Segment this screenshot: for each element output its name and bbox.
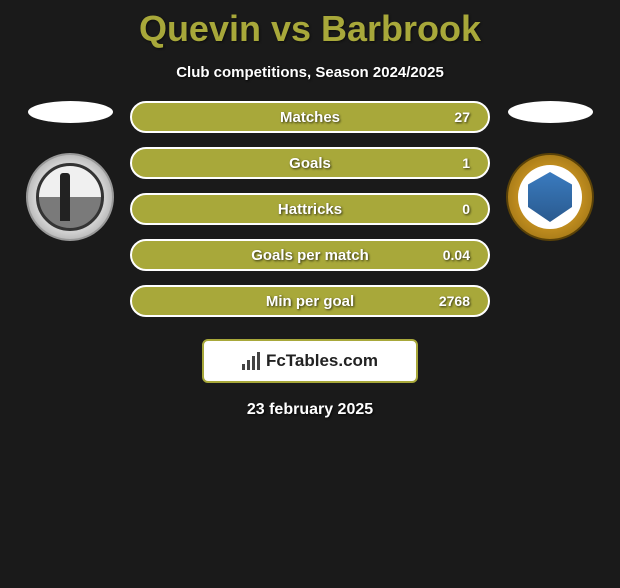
stats-list: Matches 27 Goals 1 Hattricks 0 Goals per…	[130, 101, 490, 317]
stat-value: 0.04	[443, 247, 470, 263]
comparison-widget: Quevin vs Barbrook Club competitions, Se…	[0, 8, 620, 419]
stat-value: 2768	[439, 293, 470, 309]
stat-value: 0	[462, 201, 470, 217]
stat-label: Goals per match	[251, 247, 369, 264]
stat-bar-hattricks: Hattricks 0	[130, 193, 490, 225]
right-club-column	[500, 101, 600, 241]
stat-bar-goals: Goals 1	[130, 147, 490, 179]
date-label: 23 february 2025	[0, 401, 620, 419]
right-club-badge-icon[interactable]	[506, 153, 594, 241]
left-club-badge-icon[interactable]	[26, 153, 114, 241]
left-flag-icon	[28, 101, 113, 123]
stat-value: 1	[462, 155, 470, 171]
right-flag-icon	[508, 101, 593, 123]
stat-label: Goals	[289, 155, 331, 172]
content-row: Matches 27 Goals 1 Hattricks 0 Goals per…	[0, 101, 620, 317]
left-club-column	[20, 101, 120, 241]
stat-bar-min-per-goal: Min per goal 2768	[130, 285, 490, 317]
subtitle: Club competitions, Season 2024/2025	[0, 64, 620, 81]
stat-value: 27	[454, 109, 470, 125]
logo-text: FcTables.com	[266, 351, 378, 371]
stat-label: Matches	[280, 109, 340, 126]
logo-bars-icon	[242, 352, 260, 370]
stat-bar-matches: Matches 27	[130, 101, 490, 133]
page-title: Quevin vs Barbrook	[0, 8, 620, 50]
stat-bar-goals-per-match: Goals per match 0.04	[130, 239, 490, 271]
stat-label: Min per goal	[266, 293, 354, 310]
fctables-logo-link[interactable]: FcTables.com	[202, 339, 418, 383]
stat-label: Hattricks	[278, 201, 342, 218]
